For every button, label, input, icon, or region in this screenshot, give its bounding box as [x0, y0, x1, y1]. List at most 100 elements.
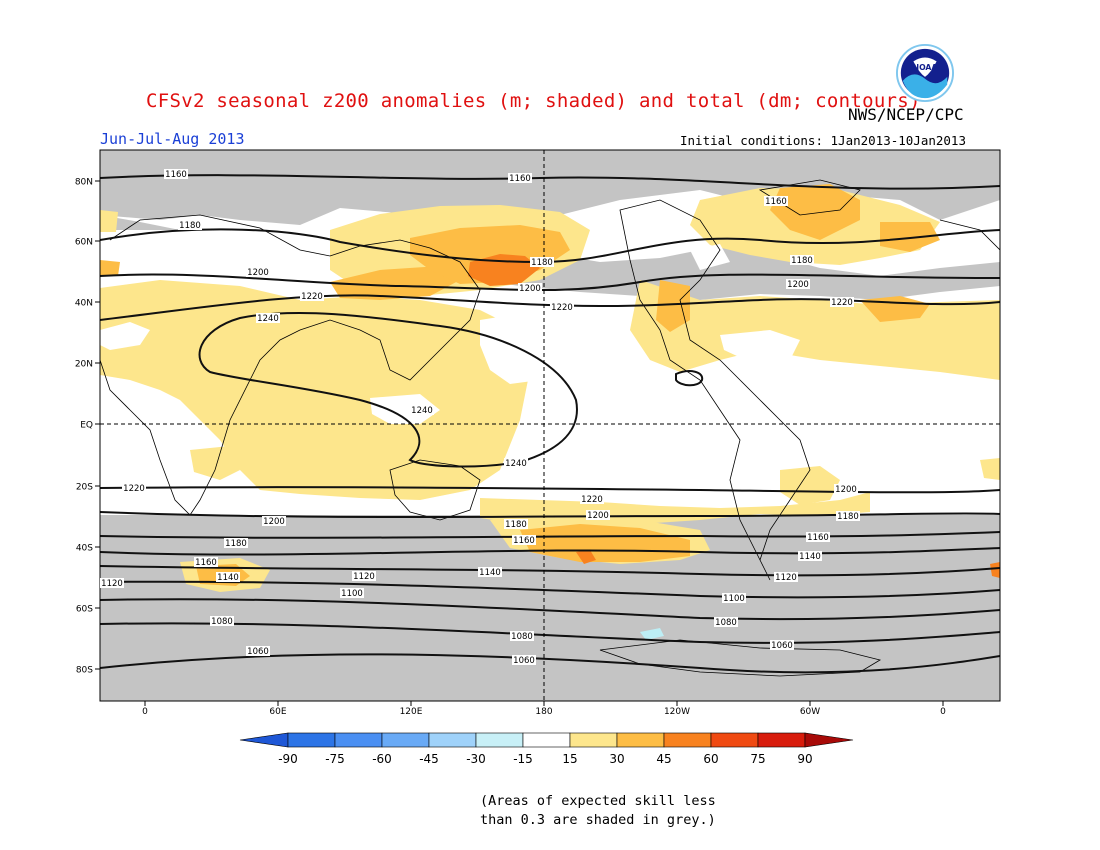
- contour-label: 1160: [195, 558, 217, 568]
- contour-label: 1140: [799, 552, 821, 562]
- contour-label-bg: [714, 617, 738, 627]
- contour-label: 1160: [765, 197, 787, 207]
- colorbar-label: -30: [466, 752, 486, 766]
- lat-tick-label: 40S: [76, 544, 93, 554]
- contour-label-bg: [122, 483, 146, 493]
- contour-label-bg: [586, 510, 610, 520]
- contour-label-bg: [790, 255, 814, 265]
- colorbar-label: -15: [513, 752, 533, 766]
- contour-label-bg: [504, 458, 528, 468]
- contour-label: 1140: [479, 568, 501, 578]
- colorbar-label: -90: [278, 752, 298, 766]
- skill-footnote-line2: than 0.3 are shaded in grey.): [480, 812, 716, 828]
- contour-label-bg: [478, 567, 502, 577]
- lon-tick-label: 120W: [664, 707, 690, 717]
- contour-label-bg: [550, 302, 574, 312]
- contour-label-bg: [300, 291, 324, 301]
- lon-tick-label: 0: [940, 707, 946, 717]
- contour-label-bg: [786, 279, 810, 289]
- colorbar-label: -75: [325, 752, 345, 766]
- contour-label: 1160: [513, 536, 535, 546]
- lat-tick-label: 20N: [75, 360, 93, 370]
- colorbar-swatch: [663, 732, 712, 748]
- contour-1220-south: [100, 486, 1000, 494]
- contour-label-bg: [164, 169, 188, 179]
- contour-label-bg: [256, 313, 280, 323]
- contour-label-bg: [224, 538, 248, 548]
- contour-label: 1060: [771, 641, 793, 651]
- contour-1120: [100, 580, 1000, 599]
- lat-tick-label: 80S: [76, 666, 93, 676]
- contour-label-bg: [830, 297, 854, 307]
- contour-label: 1120: [353, 572, 375, 582]
- contour-label-bg: [210, 616, 234, 626]
- contour-label-bg: [512, 535, 536, 545]
- contour-label-bg: [518, 283, 542, 293]
- height-contours: [100, 174, 1000, 674]
- contour-label-bg: [580, 494, 604, 504]
- contour-label: 1120: [775, 573, 797, 583]
- contour-1220: [100, 294, 1000, 321]
- contour-1060: [100, 653, 1000, 674]
- colorbar-label: -45: [419, 752, 439, 766]
- contour-label: 1220: [123, 484, 145, 494]
- contour-label: 1180: [531, 258, 553, 268]
- contour-label: 1220: [581, 495, 603, 505]
- contour-label: 1060: [247, 647, 269, 657]
- contour-label: 1080: [511, 632, 533, 642]
- contour-label-bg: [510, 631, 534, 641]
- contour-1140: [100, 565, 1000, 577]
- contour-label-bg: [246, 646, 270, 656]
- colorbar-label: 15: [562, 752, 577, 766]
- colorbar-swatch: [475, 732, 524, 748]
- contour-label: 1180: [179, 221, 201, 231]
- contour-label-bg: [216, 572, 240, 582]
- contour-label: 1180: [225, 539, 247, 549]
- contour-label: 1120: [101, 579, 123, 589]
- colorbar-swatch: [334, 732, 383, 748]
- map-frame: [99, 149, 1001, 702]
- contour-label-bg: [722, 593, 746, 603]
- contour-label: 1160: [509, 174, 531, 184]
- colorbar-label: -60: [372, 752, 392, 766]
- contour-label-bg: [352, 571, 376, 581]
- contour-labels: 1160 1160 1160 1180 1180 1180 1200 1200 1200 1220…: [100, 169, 860, 666]
- contour-1080: [100, 622, 1000, 644]
- contour-1180-south: [100, 531, 1000, 539]
- contour-label: 1180: [505, 520, 527, 530]
- contour-1240-small: [675, 370, 704, 387]
- contour-label-bg: [774, 572, 798, 582]
- contour-label-bg: [836, 511, 860, 521]
- lat-tick-label: 60S: [76, 605, 93, 615]
- contour-label: 1080: [211, 617, 233, 627]
- agency-label: NWS/NCEP/CPC: [848, 105, 964, 124]
- colorbar-swatch: [757, 732, 806, 748]
- contour-label: 1060: [513, 656, 535, 666]
- colorbar-label: 30: [609, 752, 624, 766]
- contour-label: 1220: [831, 298, 853, 308]
- lat-tick-label: EQ: [80, 421, 93, 431]
- colorbar-label: 75: [750, 752, 765, 766]
- contour-1100: [100, 598, 1000, 621]
- skill-footnote: (Areas of expected skill less than 0.3 a…: [480, 792, 716, 830]
- season-label: Jun-Jul-Aug 2013: [100, 130, 245, 148]
- contour-label: 1240: [411, 406, 433, 416]
- contour-label: 1200: [835, 485, 857, 495]
- contour-label-bg: [512, 655, 536, 665]
- contour-label: 1140: [217, 573, 239, 583]
- lon-tick-label: 60W: [800, 707, 820, 717]
- lat-tick-label: 20S: [76, 483, 93, 493]
- colorbar-swatch: [569, 732, 618, 748]
- colorbar-arrow-left: [239, 732, 289, 748]
- contour-label-bg: [508, 173, 532, 183]
- lon-tick-label: 120E: [400, 707, 423, 717]
- contour-label: 1100: [723, 594, 745, 604]
- noaa-logo-text: NOAA: [913, 63, 938, 72]
- contour-label-bg: [806, 532, 830, 542]
- colorbar-swatch: [428, 732, 477, 748]
- contour-label-bg: [504, 519, 528, 529]
- contour-label-bg: [798, 551, 822, 561]
- contour-1160-south: [100, 547, 1000, 556]
- lat-tick-label: 60N: [75, 238, 93, 248]
